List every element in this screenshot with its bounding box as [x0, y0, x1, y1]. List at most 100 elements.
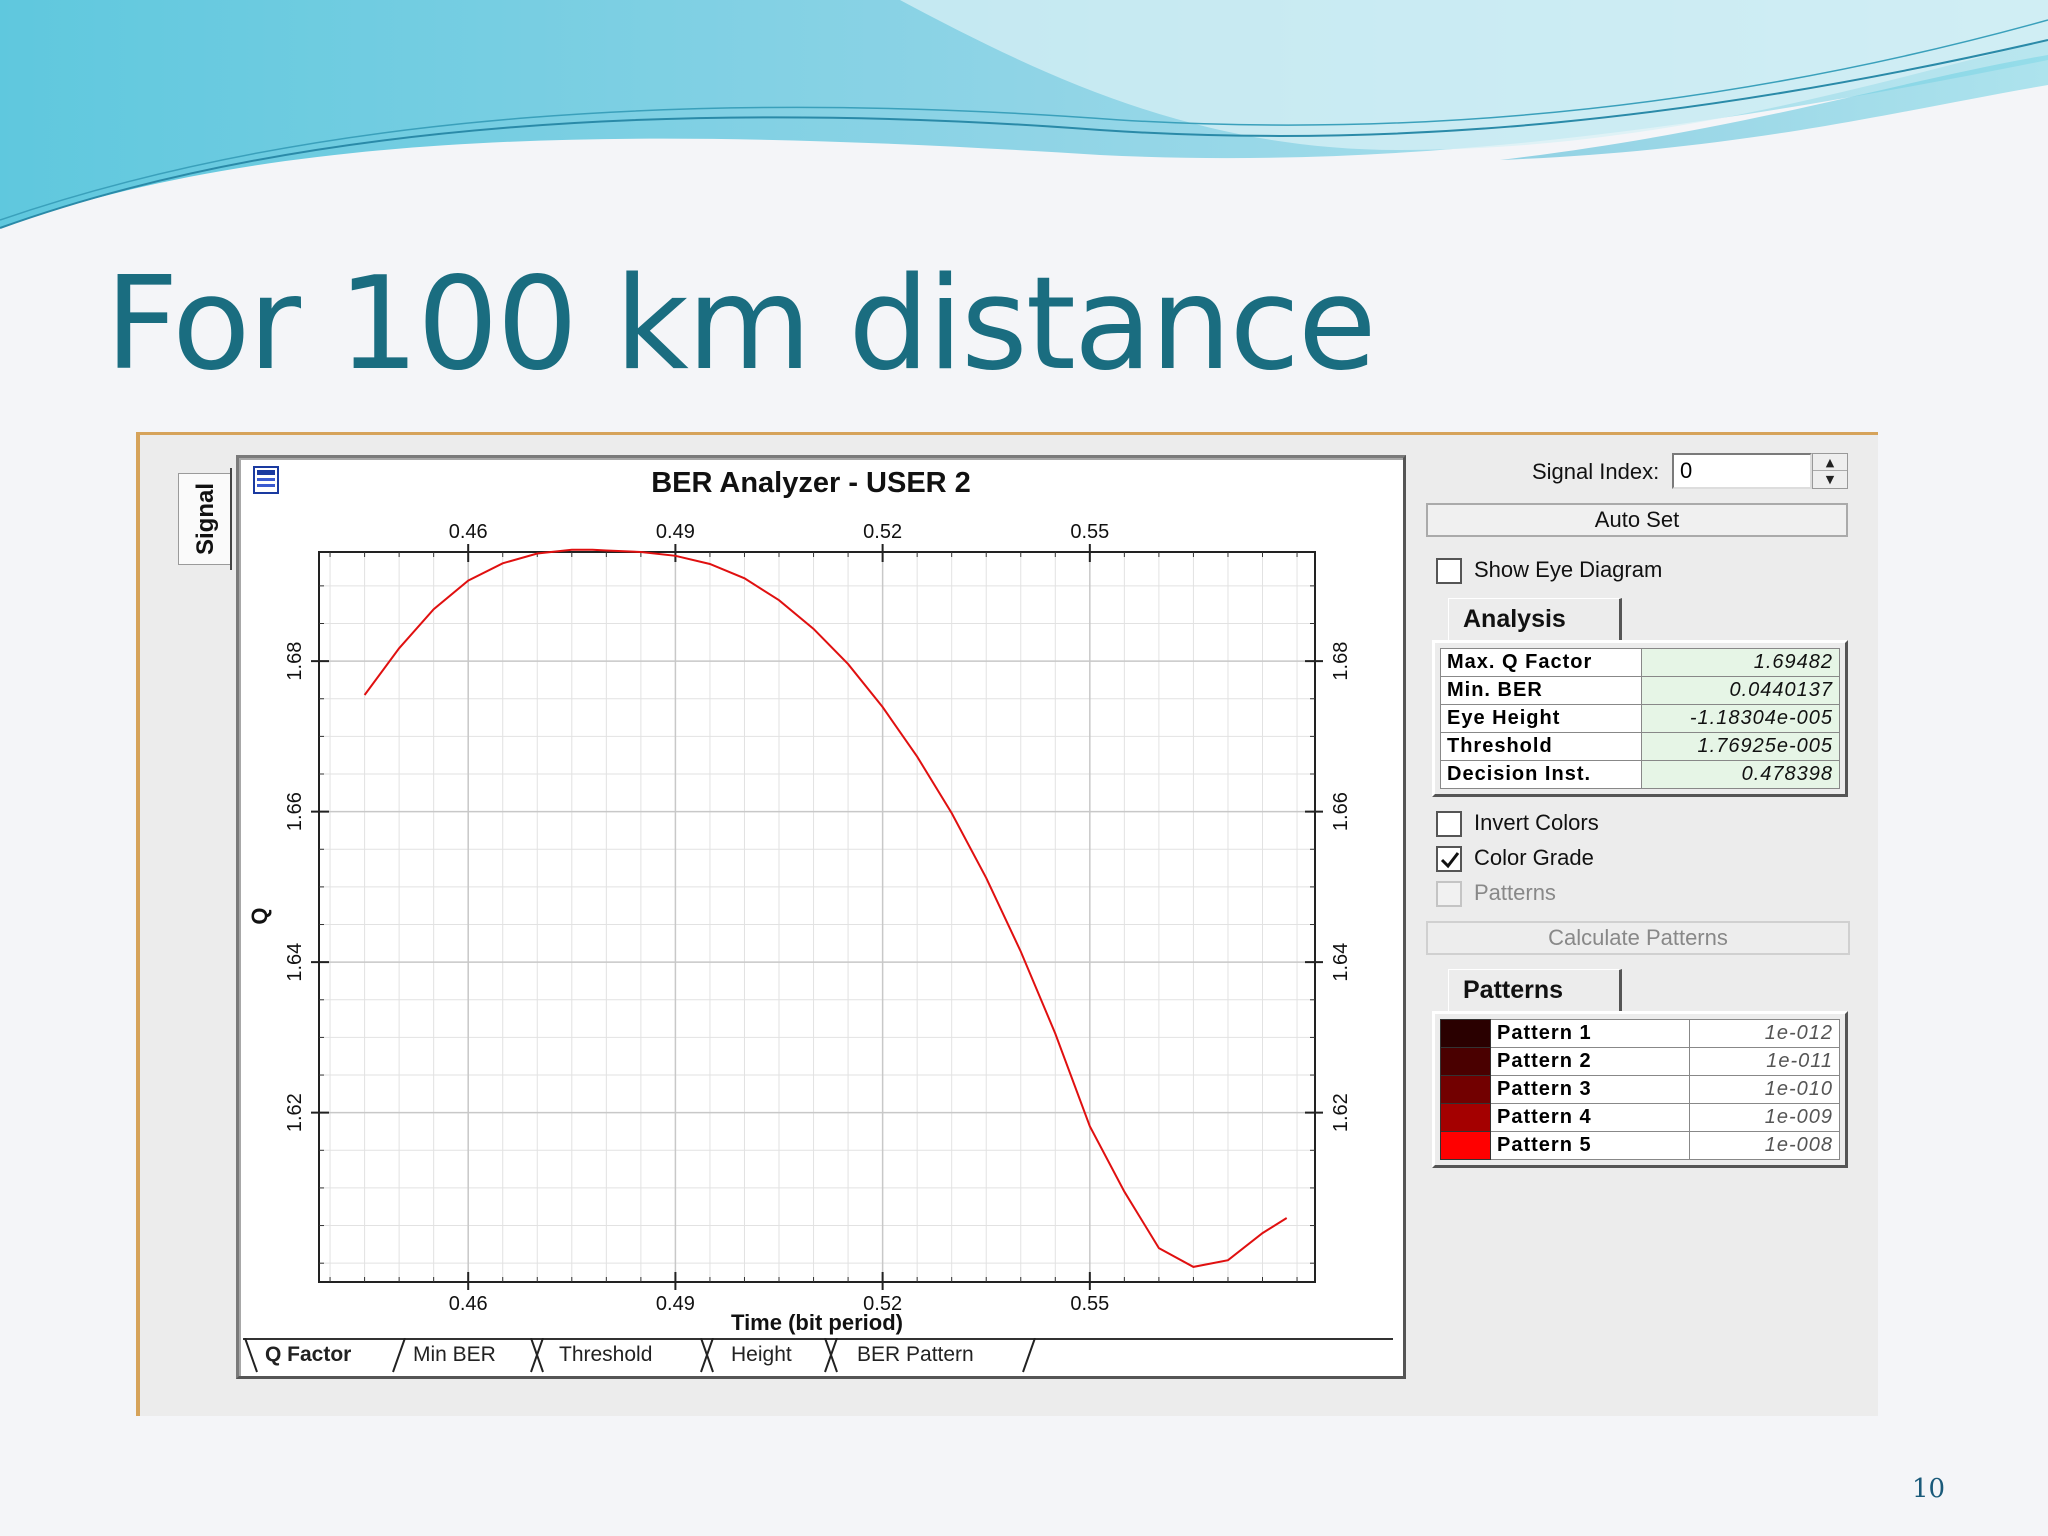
x-tick-label-bottom: 0.46: [449, 1293, 488, 1315]
signal-tab-label: Signal: [191, 482, 219, 556]
plot-frame: [318, 551, 1316, 1283]
pattern-color-swatch: [1440, 1047, 1491, 1076]
analysis-key: Min. BER: [1440, 676, 1642, 705]
y-tick-label-left: 1.66: [284, 792, 306, 831]
patterns-tab[interactable]: Patterns: [1448, 969, 1622, 1011]
pattern-row: Pattern 5 1e-008: [1440, 1131, 1841, 1160]
y-tick-label-left: 1.68: [284, 642, 306, 681]
analysis-key: Threshold: [1440, 732, 1642, 761]
x-tick-label-top: 0.46: [449, 521, 488, 543]
patterns-checkbox-label: Patterns: [1474, 880, 1556, 905]
pattern-color-swatch: [1440, 1131, 1491, 1160]
pattern-name: Pattern 5: [1490, 1131, 1690, 1160]
pattern-value: 1e-010: [1688, 1075, 1841, 1104]
analysis-row: Decision Inst. 0.478398: [1440, 760, 1841, 789]
y-tick-label-right: 1.68: [1330, 642, 1352, 681]
slide-page-number: 10: [1912, 1474, 1946, 1504]
tab-divider: [700, 1338, 714, 1373]
x-tick-label-bottom: 0.52: [863, 1293, 902, 1315]
tab-divider: [1022, 1338, 1036, 1373]
x-tick-label-top: 0.55: [1070, 521, 1109, 543]
analysis-side-panel: Signal Index: 0 ▲ ▼ Auto Set Show Eye Di…: [1426, 435, 1886, 1415]
analysis-value: 0.0440137: [1640, 676, 1841, 705]
q-factor-series-line: [363, 548, 1288, 1268]
auto-set-button[interactable]: Auto Set: [1426, 503, 1848, 537]
analysis-value: 1.69482: [1640, 648, 1841, 677]
show-eye-diagram-checkbox[interactable]: [1436, 558, 1462, 584]
invert-colors-checkbox[interactable]: [1436, 811, 1462, 837]
tab-divider: [530, 1338, 544, 1373]
show-eye-diagram-label: Show Eye Diagram: [1474, 557, 1663, 582]
chart-grid: [319, 552, 1315, 1282]
pattern-color-swatch: [1440, 1103, 1491, 1132]
analysis-row: Max. Q Factor 1.69482: [1440, 648, 1841, 677]
pattern-row: Pattern 4 1e-009: [1440, 1103, 1841, 1132]
analysis-key: Eye Height: [1440, 704, 1642, 733]
tab-divider: [824, 1338, 838, 1373]
checkmark-icon: [1440, 852, 1460, 869]
analysis-row: Threshold 1.76925e-005: [1440, 732, 1841, 761]
tab-divider: [392, 1338, 406, 1373]
spin-up-icon[interactable]: ▲: [1813, 454, 1847, 471]
pattern-name: Pattern 2: [1490, 1047, 1690, 1076]
color-grade-checkbox[interactable]: [1436, 846, 1462, 872]
tab-height[interactable]: Height: [731, 1343, 792, 1366]
pattern-color-swatch: [1440, 1075, 1491, 1104]
chart-series: [363, 548, 1288, 1268]
pattern-color-swatch: [1440, 1019, 1491, 1048]
analysis-value: -1.18304e-005: [1640, 704, 1841, 733]
tab-divider: [244, 1338, 258, 1373]
y-tick-label-left: 1.64: [284, 943, 306, 982]
signal-index-input[interactable]: 0: [1672, 453, 1812, 489]
analysis-grid: Max. Q Factor 1.69482 Min. BER 0.0440137 Eye…: [1432, 640, 1848, 797]
tab-threshold[interactable]: Threshold: [559, 1343, 653, 1366]
analysis-key: Decision Inst.: [1440, 760, 1642, 789]
y-tick-label-right: 1.66: [1330, 792, 1352, 831]
slide-title: For 100 km distance: [105, 250, 1377, 399]
pattern-name: Pattern 4: [1490, 1103, 1690, 1132]
chart-title: BER Analyzer - USER 2: [651, 467, 971, 499]
x-tick-label-top: 0.52: [863, 521, 902, 543]
analysis-value: 0.478398: [1640, 760, 1841, 789]
analysis-row: Min. BER 0.0440137: [1440, 676, 1841, 705]
color-grade-label: Color Grade: [1474, 845, 1594, 870]
chart-tick-labels: 0.46 0.46 0.49 0.49 0.52 0.52 0.55 0.55 1.68 1.68…: [284, 521, 1352, 1315]
invert-colors-label: Invert Colors: [1474, 810, 1599, 835]
analysis-row: Eye Height -1.18304e-005: [1440, 704, 1841, 733]
ber-analyzer-window: Signal BER Analyzer - USER 2 0.46 0.46 0.4…: [136, 432, 1878, 1416]
pattern-name: Pattern 1: [1490, 1019, 1690, 1048]
x-tick-label-bottom: 0.49: [656, 1293, 695, 1315]
calculate-patterns-button[interactable]: Calculate Patterns: [1426, 921, 1850, 955]
wave-banner: [0, 0, 2048, 229]
signal-index-spinner[interactable]: ▲ ▼: [1812, 453, 1848, 489]
y-tick-label-right: 1.62: [1330, 1093, 1352, 1132]
pattern-name: Pattern 3: [1490, 1075, 1690, 1104]
pattern-row: Pattern 2 1e-011: [1440, 1047, 1841, 1076]
analysis-value: 1.76925e-005: [1640, 732, 1841, 761]
chart-ticks: [311, 544, 1323, 1290]
pattern-value: 1e-011: [1688, 1047, 1841, 1076]
analysis-tab[interactable]: Analysis: [1448, 598, 1622, 640]
spin-down-icon[interactable]: ▼: [1825, 473, 1835, 486]
tab-min-ber[interactable]: Min BER: [413, 1343, 496, 1366]
pattern-value: 1e-008: [1688, 1131, 1841, 1160]
tab-signal[interactable]: Signal: [178, 468, 232, 570]
tab-q-factor[interactable]: Q Factor: [265, 1343, 352, 1366]
signal-index-label: Signal Index:: [1532, 459, 1660, 484]
pattern-row: Pattern 3 1e-010: [1440, 1075, 1841, 1104]
chart-panel: BER Analyzer - USER 2 0.46 0.46 0.49 0.49 0.…: [236, 455, 1406, 1379]
pattern-value: 1e-012: [1688, 1019, 1841, 1048]
tab-ber-pattern[interactable]: BER Pattern: [857, 1343, 974, 1366]
y-axis-label: Q: [247, 907, 272, 924]
x-axis-label: Time (bit period): [731, 1310, 903, 1335]
chart-tab-bar: Q Factor Min BER Threshold Height BER Pa…: [243, 1338, 1393, 1373]
y-tick-label-right: 1.64: [1330, 943, 1352, 982]
y-tick-label-left: 1.62: [284, 1093, 306, 1132]
patterns-checkbox[interactable]: [1436, 881, 1462, 907]
analysis-key: Max. Q Factor: [1440, 648, 1642, 677]
x-tick-label-bottom: 0.55: [1070, 1293, 1109, 1315]
chart-properties-icon[interactable]: [253, 466, 279, 494]
q-factor-chart: BER Analyzer - USER 2 0.460.460.490.490.…: [247, 467, 1352, 1335]
pattern-value: 1e-009: [1688, 1103, 1841, 1132]
